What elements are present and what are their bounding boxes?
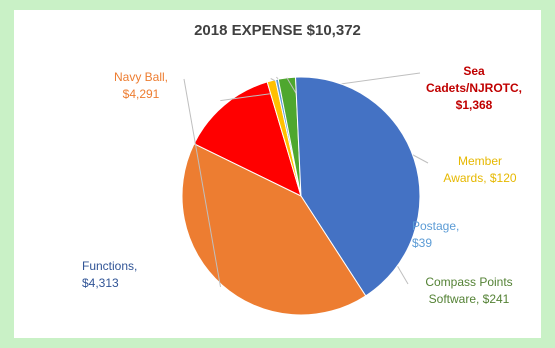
slice-label-line: Navy Ball, (113, 70, 169, 84)
slice-label-line: $4,291 (122, 87, 160, 101)
pie-slice (295, 76, 421, 297)
slice-label-line: Cadets/NJROTC, (425, 81, 523, 95)
pie-chart (181, 72, 429, 316)
slice-label: Postage, $39 (412, 218, 492, 252)
slice-label-line: Awards, $120 (443, 171, 517, 185)
slice-label-line: Software, $241 (428, 292, 510, 306)
slice-label: Member Awards, $120 (424, 153, 536, 187)
slice-label: Compass Points Software, $241 (404, 274, 534, 308)
pie-slice (193, 81, 302, 197)
slice-label: Navy Ball, $4,291 (98, 69, 184, 103)
chart-title: 2018 EXPENSE $10,372 (194, 22, 361, 39)
slice-label-line: $39 (412, 236, 433, 250)
slice-label: Sea Cadets/NJROTC, $1,368 (416, 63, 532, 114)
leader-line (183, 78, 221, 287)
slice-label: Functions, $4,313 (82, 258, 172, 292)
slice-label-line: $1,368 (455, 98, 493, 112)
slice-label-line: Sea (463, 64, 485, 78)
slice-label-line: $4,313 (82, 276, 119, 290)
slice-label-line: Postage, (412, 219, 460, 233)
slice-label-line: Functions, (82, 259, 138, 273)
slice-label-line: Compass Points (425, 275, 513, 289)
slice-label-line: Member (457, 154, 502, 168)
chart-card: 2018 EXPENSE $10,372 Sea Cadets/NJROTC, $1… (14, 10, 541, 338)
pie-slice (181, 143, 367, 316)
